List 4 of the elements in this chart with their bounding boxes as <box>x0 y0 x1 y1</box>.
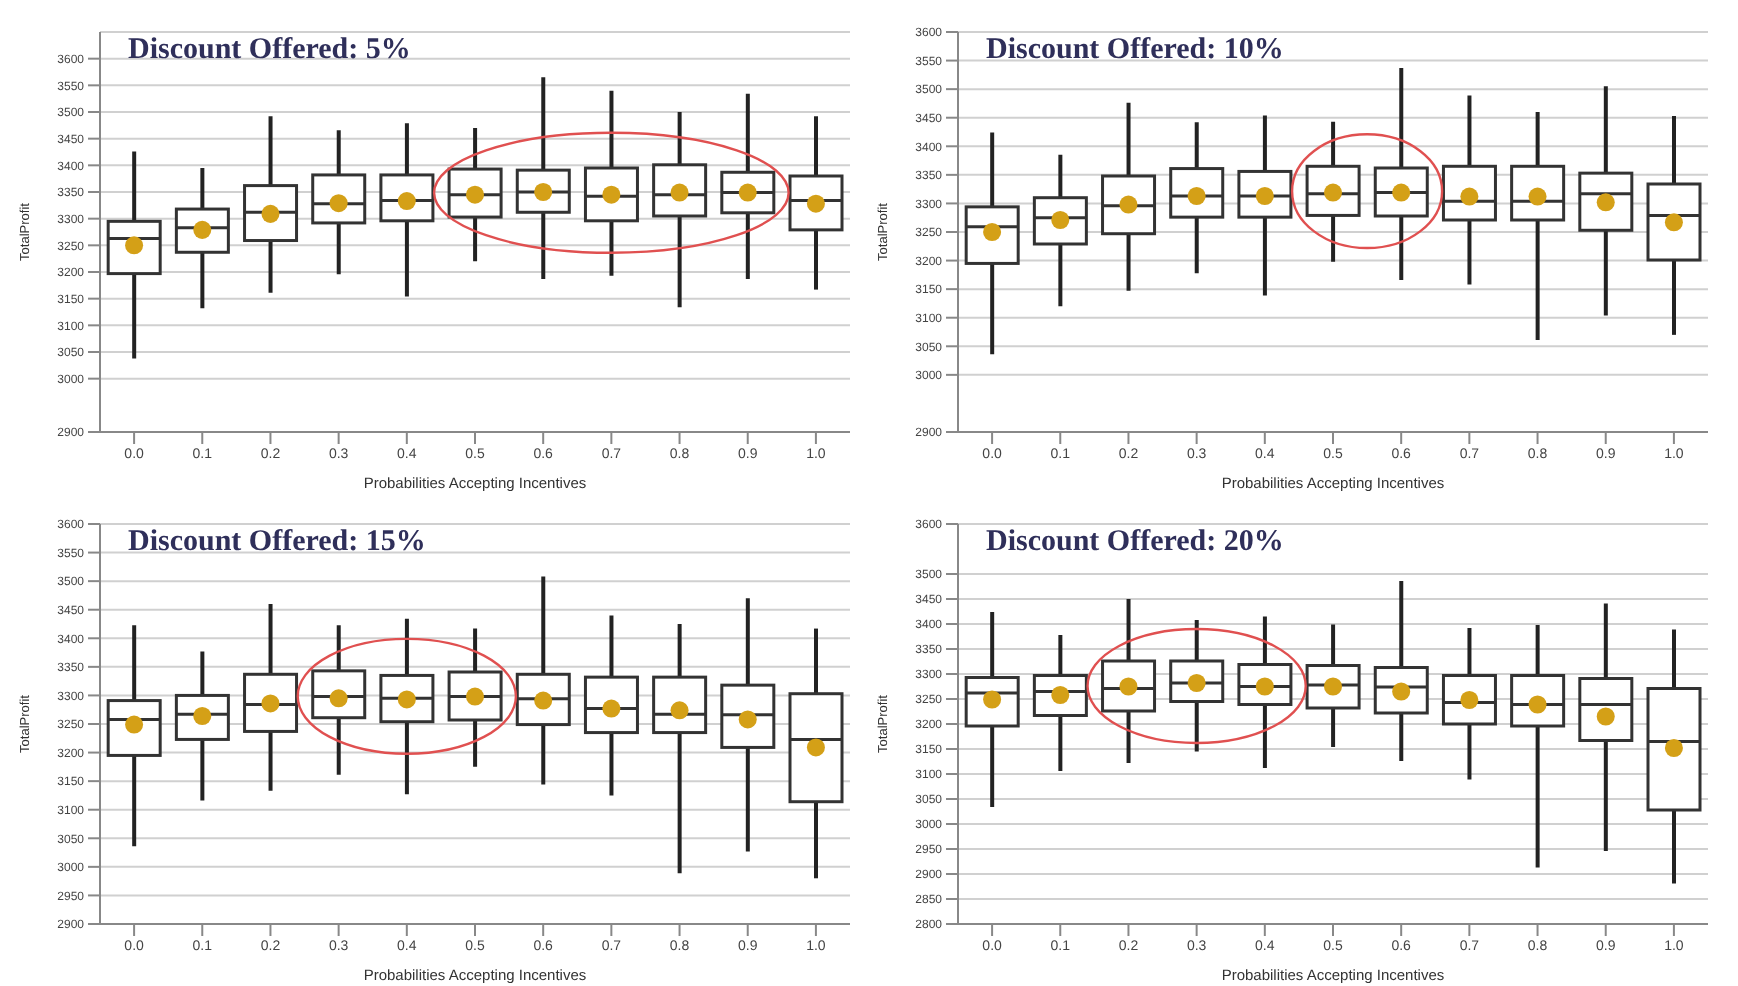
chart-title: Discount Offered: 5% <box>128 34 411 68</box>
chart-title: Discount Offered: 10% <box>986 34 1284 68</box>
chart-title: Discount Offered: 20% <box>986 526 1284 560</box>
chart-title: Discount Offered: 15% <box>128 526 426 560</box>
